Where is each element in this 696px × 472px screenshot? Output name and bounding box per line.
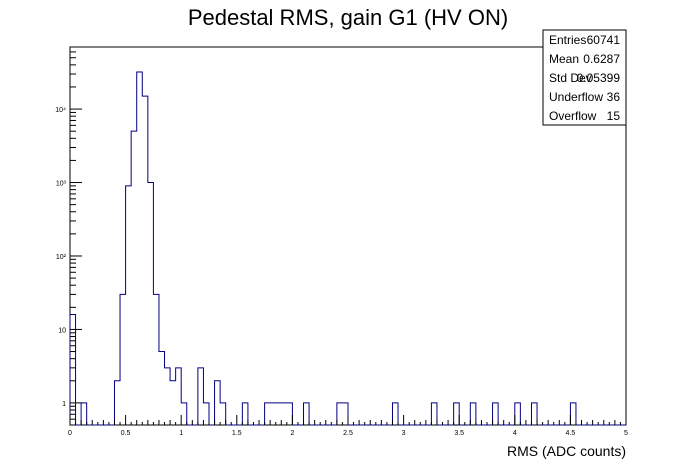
stats-value: 0.6287 [583, 52, 620, 66]
chart-title: Pedestal RMS, gain G1 (HV ON) [188, 5, 508, 30]
stats-value: 60741 [587, 33, 621, 47]
x-tick-label: 1.5 [232, 430, 242, 437]
x-tick-label: 3 [402, 430, 406, 437]
x-tick-label: 4.5 [566, 430, 576, 437]
y-axis: 1 10 10² 10³ 10⁴ [55, 46, 82, 426]
stats-box-frame [542, 29, 627, 126]
y-tick-label: 10 [58, 327, 66, 334]
stats-value: 0.05399 [577, 71, 621, 85]
y-tick-label: 1 [62, 401, 66, 408]
stats-label: Std Dev [549, 71, 592, 85]
stats-value: 36 [607, 90, 621, 104]
stats-label: Underflow [549, 90, 603, 104]
stats-value: 15 [607, 109, 621, 123]
y-tick-label: 10³ [56, 181, 67, 188]
x-axis-label: RMS (ADC counts) [507, 443, 626, 459]
stats-label: Mean [549, 52, 579, 66]
x-tick-label: 1 [179, 430, 183, 437]
x-tick-label: 0 [68, 430, 72, 437]
y-tick-label: 10² [56, 254, 67, 261]
x-tick-label: 0.5 [121, 430, 131, 437]
y-tick-label: 10⁴ [55, 107, 66, 114]
x-tick-label: 3.5 [454, 430, 464, 437]
x-tick-label: 4 [513, 430, 517, 437]
x-axis: 0 0.5 1 1.5 2 2.5 3 3.5 4 4.5 5 [68, 415, 628, 437]
x-tick-label: 2 [290, 430, 294, 437]
x-tick-label: 5 [624, 430, 628, 437]
x-tick-label: 2.5 [343, 430, 353, 437]
stats-label: Overflow [549, 109, 597, 123]
stats-label: Entries [549, 33, 586, 47]
